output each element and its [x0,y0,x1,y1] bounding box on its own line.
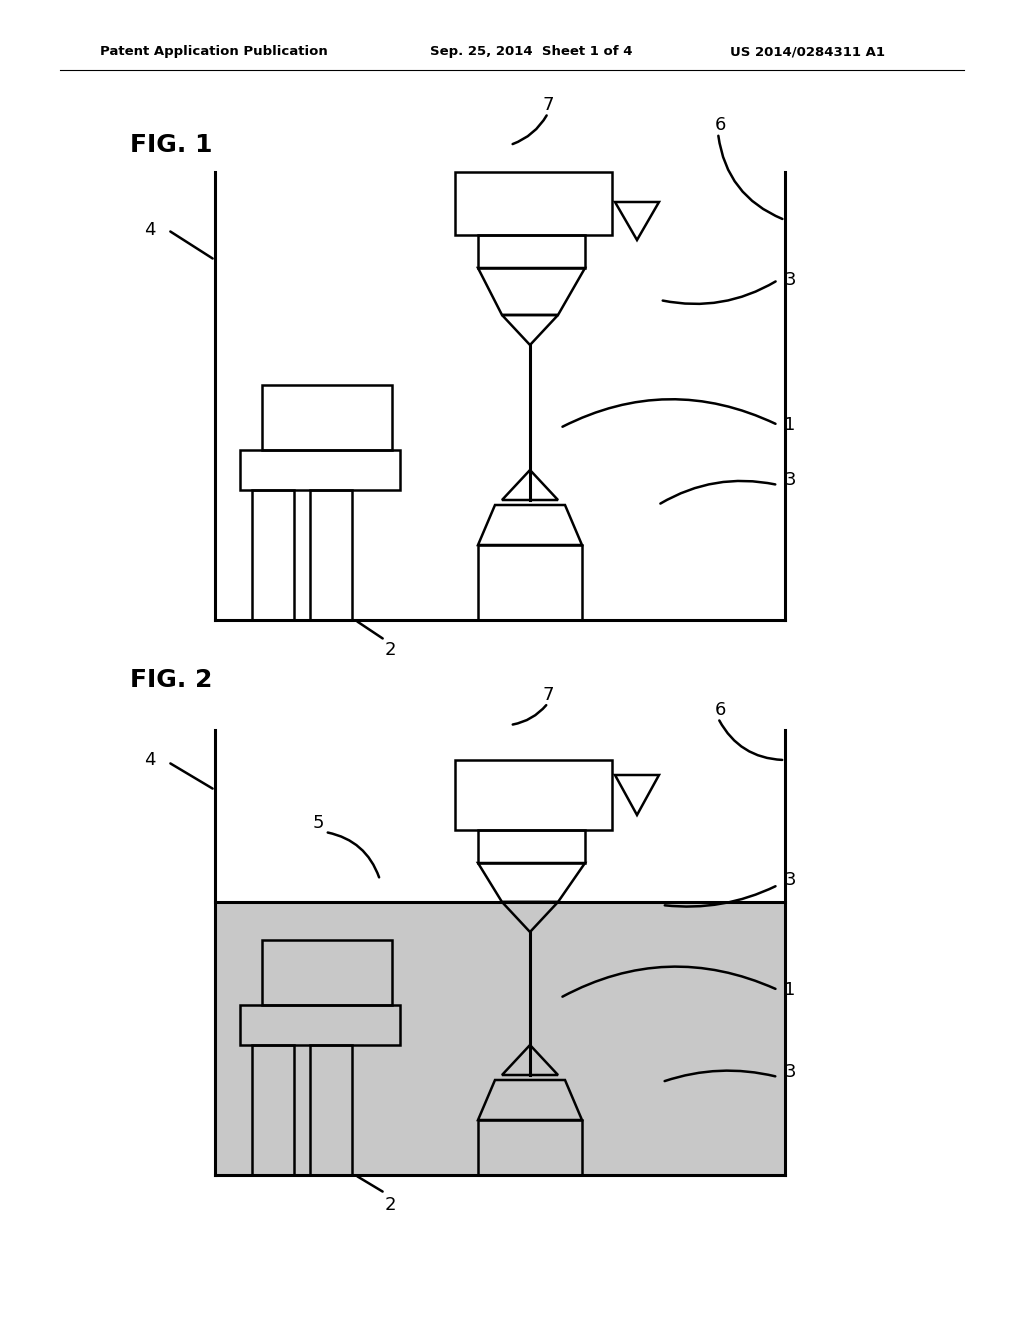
Text: 4: 4 [144,751,156,770]
Text: FIG. 2: FIG. 2 [130,668,212,692]
Text: Sep. 25, 2014  Sheet 1 of 4: Sep. 25, 2014 Sheet 1 of 4 [430,45,633,58]
Bar [240,1005,400,1045]
Text: 1: 1 [784,981,796,999]
Bar [216,902,784,1173]
Bar [478,830,585,863]
Bar [478,545,582,620]
Text: 6: 6 [715,701,726,719]
Bar [252,490,294,620]
Text: 5: 5 [312,814,324,832]
Text: 3: 3 [784,471,796,488]
Bar [455,760,612,830]
Bar [240,450,400,490]
Bar [455,172,612,235]
Text: 2: 2 [384,1196,395,1214]
Bar [310,1045,352,1175]
Text: US 2014/0284311 A1: US 2014/0284311 A1 [730,45,885,58]
Text: 2: 2 [384,642,395,659]
Text: 7: 7 [543,686,554,704]
Text: 1: 1 [784,416,796,434]
Text: 3: 3 [784,1063,796,1081]
Text: Patent Application Publication: Patent Application Publication [100,45,328,58]
Bar [262,385,392,450]
Bar [310,490,352,620]
Text: 7: 7 [543,96,554,114]
Bar [262,940,392,1005]
Text: 4: 4 [144,220,156,239]
Bar [478,1119,582,1175]
Bar [252,1045,294,1175]
Text: 6: 6 [715,116,726,135]
Text: 3: 3 [784,871,796,888]
Text: FIG. 1: FIG. 1 [130,133,213,157]
Text: 3: 3 [784,271,796,289]
Bar [478,235,585,268]
